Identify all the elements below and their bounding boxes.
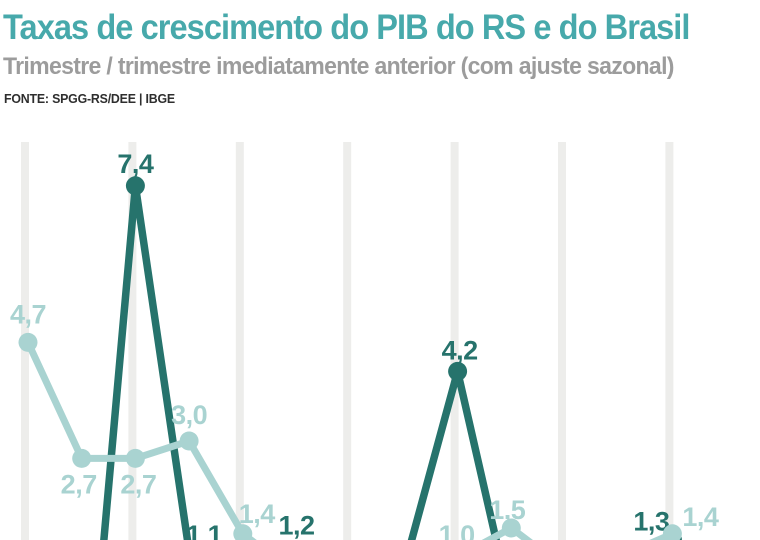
data-label-light: 1,5: [489, 495, 526, 525]
data-point-light: [233, 524, 253, 540]
chart-subtitle: Trimestre / trimestre imediatamente ante…: [3, 53, 674, 80]
gridline: [235, 142, 244, 540]
data-label-light: 1,4: [239, 499, 276, 529]
data-point-light: [18, 332, 38, 352]
data-label-light: 4,7: [10, 299, 46, 329]
data-label-light: 1,0: [439, 520, 475, 540]
data-label-dark: 4,2: [442, 335, 478, 365]
gridline: [128, 142, 137, 540]
gridline: [665, 142, 674, 540]
data-point-dark: [125, 176, 145, 196]
gridline: [450, 142, 459, 540]
data-point-light: [125, 448, 145, 468]
data-point-light: [501, 518, 521, 538]
data-label-dark: 1,1: [186, 520, 223, 540]
page-title: Taxas de crescimento do PIB do RS e do B…: [3, 8, 690, 47]
header: Taxas de crescimento do PIB do RS e do B…: [0, 0, 760, 106]
gridline: [343, 142, 352, 540]
data-label-light: 1,4: [682, 502, 719, 532]
data-label-light: 2,7: [61, 469, 97, 499]
data-label-dark: 1,2: [278, 510, 314, 540]
source-note: FONTE: SPGG-RS/DEE | IBGE: [4, 91, 175, 106]
data-point-light: [179, 431, 199, 451]
data-label-light: 3,0: [171, 400, 207, 430]
data-label-dark: 7,4: [117, 149, 154, 179]
data-point-light: [72, 448, 92, 468]
data-point-light: [662, 524, 682, 540]
data-label-light: 2,7: [120, 469, 156, 499]
series-line-dark: [100, 182, 677, 540]
gridline: [558, 142, 566, 540]
data-point-dark: [448, 361, 468, 381]
